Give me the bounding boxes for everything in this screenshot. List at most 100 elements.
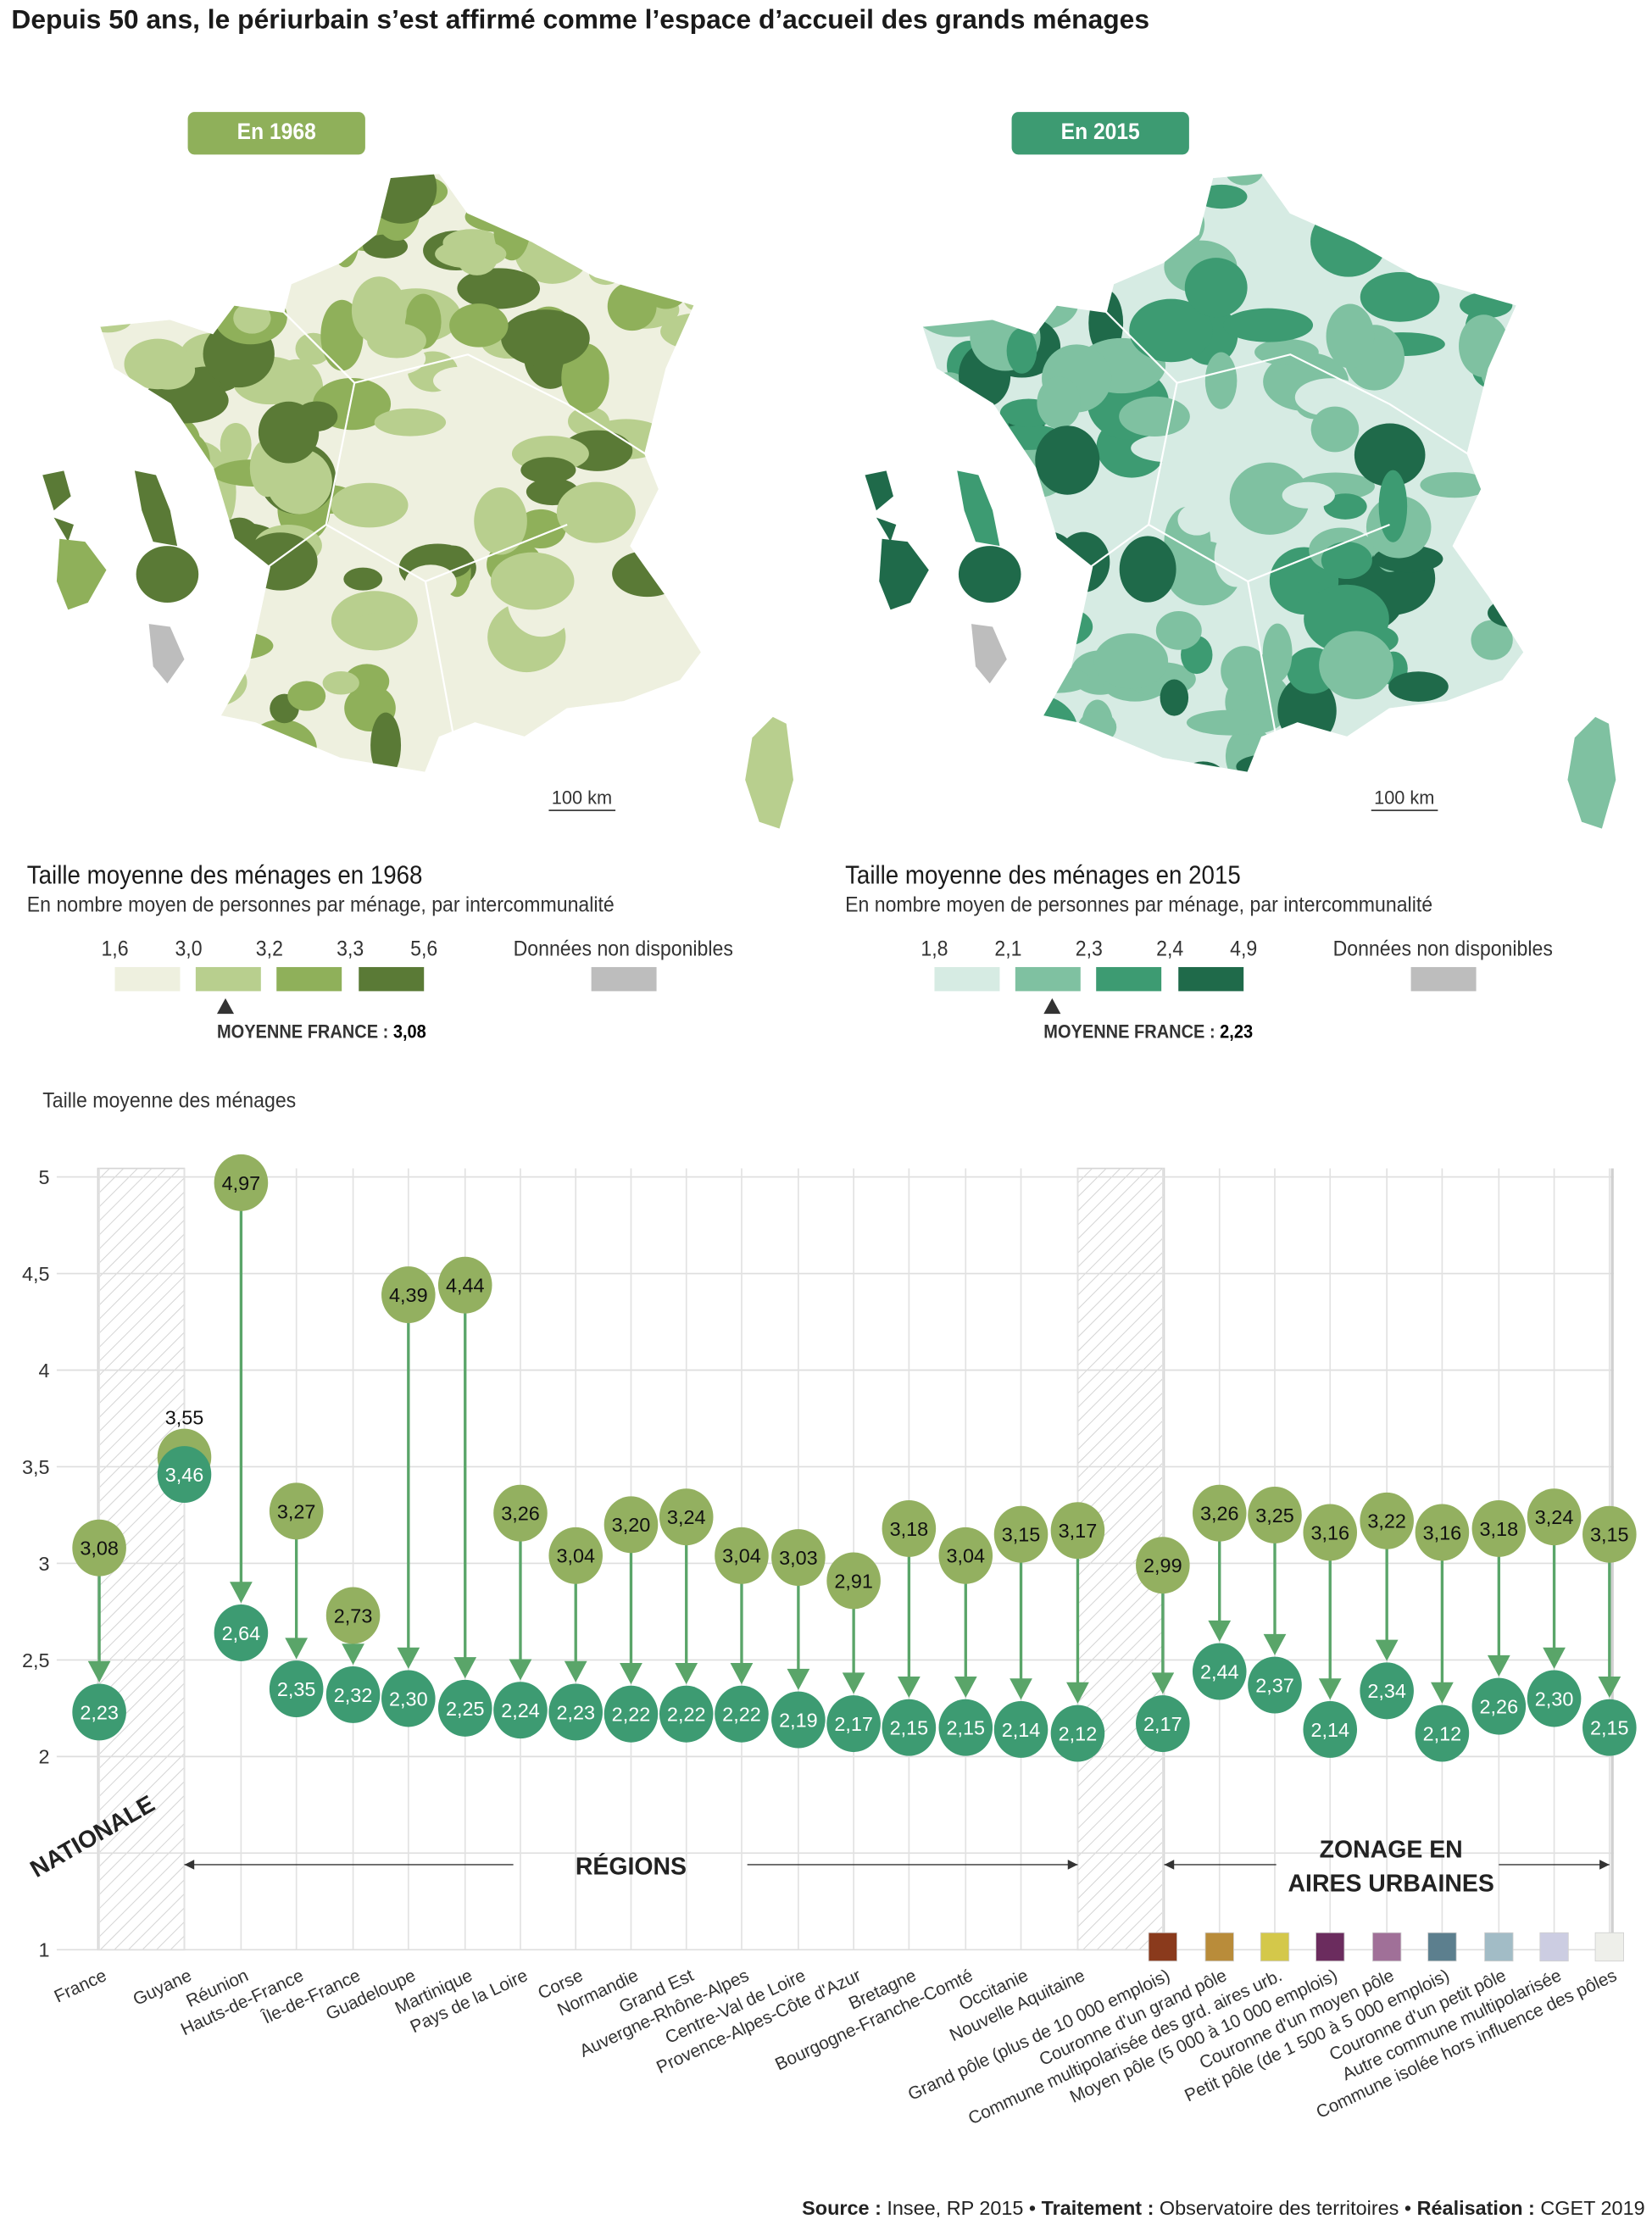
region-patch [1326, 303, 1375, 369]
region-patch [921, 281, 1003, 337]
arrowhead-icon [184, 1860, 195, 1870]
region-patch [1124, 209, 1180, 251]
region-patch [1006, 327, 1037, 374]
region-patch [1010, 173, 1075, 200]
region-patch [1425, 177, 1482, 214]
y-tick-label: 3,5 [22, 1456, 50, 1478]
label-2015: 2,35 [277, 1678, 316, 1700]
region-patch [444, 411, 504, 456]
arrowhead-icon [342, 1643, 364, 1666]
region-patch [404, 564, 457, 601]
label-2015: 2,14 [1310, 1719, 1349, 1741]
category-label: Guyane [131, 1966, 195, 2010]
region-patch [435, 239, 507, 269]
region-patch [588, 261, 623, 286]
region-patch [1485, 189, 1525, 257]
label-2015: 2,30 [1535, 1688, 1574, 1710]
legend-title: Taille moyenne des ménages en 2015 [845, 860, 1241, 889]
region-patch [99, 420, 114, 470]
region-patch [1480, 687, 1525, 749]
reunion [958, 546, 1021, 603]
label-1968: 3,27 [277, 1500, 316, 1522]
label-1968: 3,24 [1535, 1506, 1574, 1528]
point-1968 [493, 1484, 548, 1542]
region-patch [1388, 671, 1449, 702]
region-patch [965, 733, 1016, 773]
region-patch [1093, 633, 1169, 689]
region-patch [199, 631, 274, 660]
legend-break: 3,2 [255, 937, 283, 962]
point-1968 [548, 1527, 604, 1584]
region-patch [449, 303, 509, 348]
region-patch [223, 758, 309, 773]
region-patch [665, 206, 703, 236]
point-2015 [715, 1685, 769, 1743]
label-1968: 3,17 [1059, 1520, 1098, 1542]
point-2015 [157, 1446, 212, 1504]
region-patch [607, 281, 657, 331]
martinique [957, 470, 1000, 547]
legend-break: 5,6 [410, 937, 438, 962]
point-1968 [659, 1488, 714, 1546]
arrowhead-icon [1208, 1620, 1232, 1642]
point-1968 [1248, 1486, 1302, 1543]
zonage-color-swatch [1484, 1932, 1514, 1962]
label-1968: 2,99 [1143, 1554, 1182, 1577]
mean-value: 3,08 [392, 1021, 426, 1043]
label-2015: 2,12 [1059, 1722, 1098, 1744]
label-1968: 3,16 [1423, 1521, 1462, 1543]
region-patch [1354, 423, 1426, 487]
point-2015 [325, 1666, 381, 1723]
region-patch [921, 626, 948, 650]
group-label-regions: RÉGIONS [576, 1854, 687, 1881]
region-patch [1409, 173, 1482, 206]
region-patch [374, 408, 447, 437]
region-patch [1446, 748, 1502, 773]
region-patch [220, 422, 252, 467]
label-1968: 3,04 [556, 1545, 595, 1567]
region-patch [1037, 376, 1081, 429]
point-1968 [269, 1482, 324, 1540]
mayotte [971, 624, 1007, 684]
mayotte [148, 624, 185, 684]
point-1968 [1471, 1499, 1527, 1557]
region-patch [1223, 308, 1314, 342]
region-patch [233, 302, 271, 334]
label-1968: 3,15 [1002, 1524, 1041, 1546]
region-patch [190, 186, 225, 240]
point-2015 [1415, 1705, 1470, 1762]
source-label: Source : [802, 2196, 882, 2219]
arrowhead-icon [453, 1657, 477, 1679]
arrowhead-icon [1487, 1655, 1510, 1677]
region-patch [678, 247, 703, 310]
source-text: Insee, RP 2015 • [881, 2196, 1042, 2219]
region-patch [1310, 406, 1360, 453]
label-2015: 2,26 [1480, 1695, 1519, 1717]
label-1968: 2,73 [334, 1604, 373, 1627]
point-1968 [1415, 1504, 1470, 1561]
legend-break: 2,3 [1075, 937, 1103, 962]
region-patch [1449, 173, 1479, 241]
region-patch [1482, 726, 1525, 765]
region-patch [266, 448, 332, 514]
region-patch [520, 457, 576, 484]
point-1968 [1303, 1504, 1358, 1561]
region-patch [1133, 173, 1165, 240]
point-2015 [659, 1685, 714, 1743]
region-patch [1459, 314, 1510, 378]
label-1968: 3,15 [1590, 1524, 1629, 1546]
point-1968 [214, 1154, 269, 1211]
region-patch [1129, 298, 1213, 363]
region-patch [1131, 433, 1212, 463]
label-1968: 3,26 [501, 1503, 540, 1525]
region-patch [1195, 184, 1248, 209]
point-1968 [72, 1519, 126, 1577]
region-patch [295, 200, 333, 240]
region-patch [414, 737, 448, 773]
legend-break: 1,8 [921, 937, 948, 962]
region-patch [687, 173, 703, 205]
region-patch [159, 713, 233, 750]
point-1968 [826, 1552, 881, 1610]
legend-break: 1,6 [101, 937, 129, 962]
region-patch [343, 567, 383, 591]
